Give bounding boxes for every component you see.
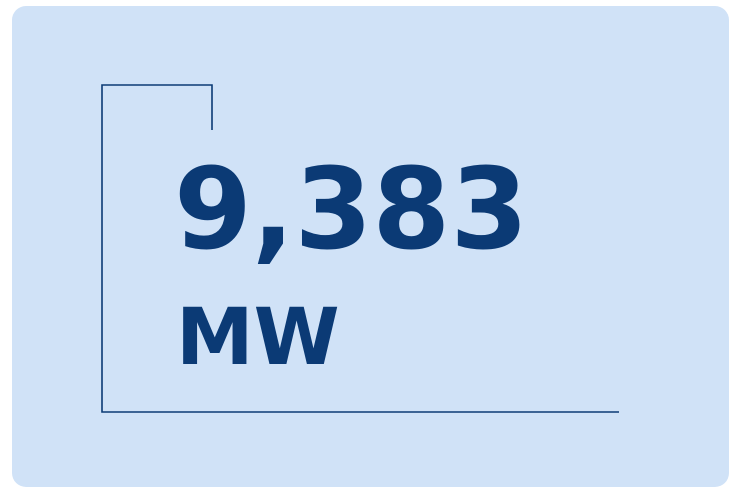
card [12,6,729,487]
stat-value: 9,383 [174,145,528,275]
bracket-frame [101,84,619,413]
stat-unit: MW [176,293,340,383]
